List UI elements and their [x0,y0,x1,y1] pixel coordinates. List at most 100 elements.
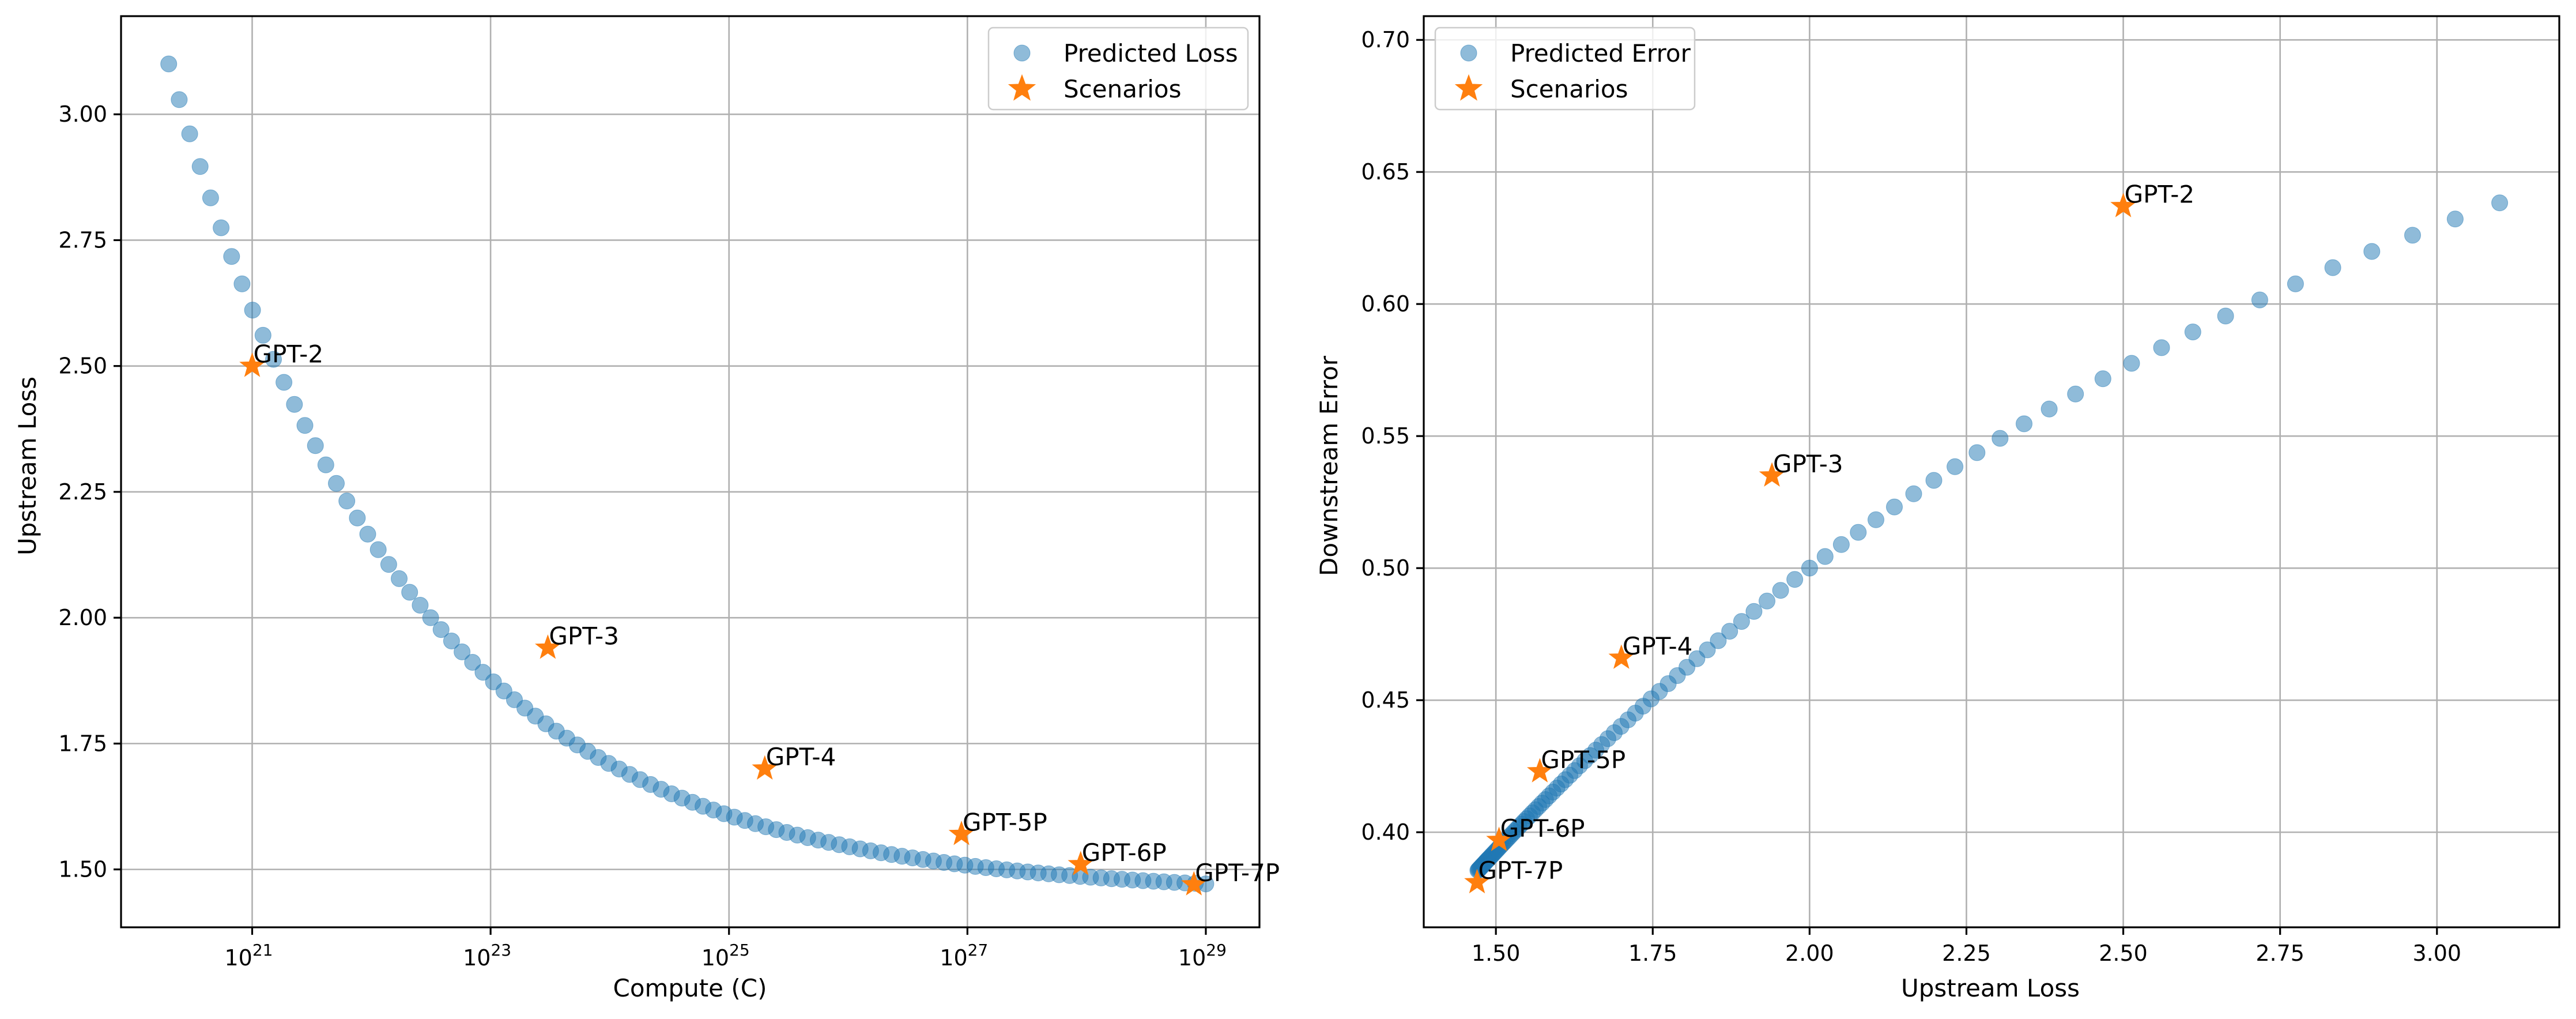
data-point [338,492,356,510]
x-tick-label: 2.75 [2256,941,2305,966]
scenario-star [1180,871,1207,896]
data-point [359,525,376,543]
data-point [1710,632,1727,649]
data-point [2067,385,2084,403]
legend: Predicted Loss Scenarios [987,27,1249,111]
y-tick-label: 2.75 [58,227,107,253]
x-tick-label: 1027 [940,941,988,971]
x-tick-label: 2.25 [1942,941,1991,966]
y-tick-label: 0.60 [1361,291,1410,317]
data-point [286,396,303,413]
data-point [223,248,240,265]
y-tick-label: 2.50 [58,354,107,379]
data-point [2184,324,2201,341]
legend-circle-marker [1013,44,1031,62]
data-point [401,584,418,601]
y-tick-label: 3.00 [58,101,107,127]
x-tick-exponent: 29 [1206,941,1227,960]
data-point [296,417,314,434]
x-tick-label: 2.00 [1785,941,1834,966]
scenario-label: GPT-2 [2125,181,2195,209]
data-point [380,556,397,573]
data-point [1905,485,1922,502]
x-tick-base: 10 [224,945,252,971]
scenario-label: GPT-5P [963,809,1047,837]
right-chart: Upstream Loss Downstream Error 1.50 1.75 2… [1315,15,2560,1002]
data-point [244,302,261,319]
data-point [1721,623,1738,640]
scenario-star [1526,758,1553,783]
scenario-label: GPT-7P [1195,859,1280,887]
y-tick-label: 2.00 [58,605,107,630]
data-point [454,643,471,660]
x-tick-base: 10 [463,945,491,971]
data-point [1832,536,1850,553]
data-point [1868,511,1884,528]
scenario-label: GPT-7P [1479,856,1563,885]
x-tick-base: 10 [940,945,967,971]
scenario-star [752,755,778,780]
data-point [181,125,198,142]
data-point [412,597,429,614]
data-point [254,326,271,344]
scenario-star [1464,868,1490,894]
data-point [2287,275,2304,292]
legend-label: Predicted Loss [1063,39,1238,67]
data-point [171,91,188,108]
data-point [1992,430,2009,447]
legend-box [987,27,1249,111]
scenario-label: GPT-2 [253,340,323,369]
data-point [307,437,324,454]
scenario-label: GPT-4 [1623,632,1693,660]
data-point [233,275,251,292]
scenario-star [1608,644,1635,669]
data-point [464,654,481,671]
scenario-label: GPT-6P [1500,814,1585,843]
data-point [328,475,345,492]
predicted-series [160,55,1215,893]
data-point [1733,613,1750,630]
right-x-axis-label: Upstream Loss [1901,974,2080,1002]
data-point [1925,472,1943,489]
y-tick-label: 0.55 [1361,423,1410,449]
data-point [2446,210,2464,228]
left-y-axis-label: Upstream Loss [13,377,42,555]
data-point [1968,444,1986,461]
data-point [1947,458,1964,475]
legend-star-marker [1454,74,1483,101]
data-point [2153,339,2170,356]
scenario-star [1486,826,1512,851]
data-point [1772,582,1789,599]
legend-box [1434,27,1696,111]
legend-label: Scenarios [1510,75,1628,103]
data-point [191,158,209,175]
plot-frame [1423,15,2560,928]
y-tick-label: 2.25 [58,479,107,505]
x-tick-base: 10 [1178,945,1206,971]
y-tick-label: 0.45 [1361,687,1410,713]
legend-star-marker [1008,74,1036,101]
scenario-star [239,352,265,377]
data-point [317,456,334,473]
predicted-series [1469,194,2509,879]
y-tick-label: 1.50 [58,857,107,882]
scenario-label: GPT-3 [549,622,619,650]
data-point [2324,259,2341,276]
y-tick-label: 0.70 [1361,27,1410,52]
data-point [276,374,293,391]
data-point [1759,592,1775,610]
data-point [474,664,492,681]
scenario-label: GPT-5P [1541,746,1625,774]
right-y-axis-label: Downstream Error [1315,355,1343,576]
plot-frame [120,15,1261,928]
data-point [391,570,408,587]
data-point [1786,571,1804,588]
data-point [2123,355,2140,372]
scenario-star [1068,851,1094,875]
data-point [1801,559,1818,577]
data-point [349,509,366,527]
scenario-star [2110,193,2136,217]
x-tick-label: 1023 [463,941,511,971]
data-point [1745,603,1763,620]
data-point [422,609,439,626]
